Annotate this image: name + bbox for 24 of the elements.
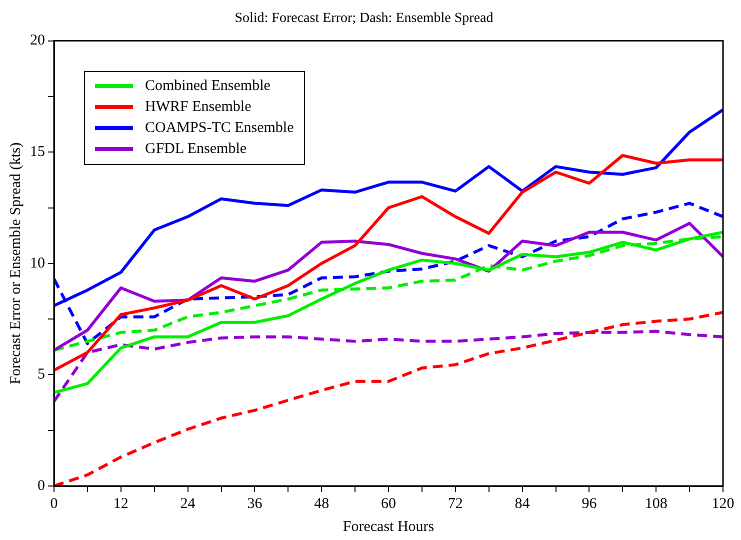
y-tick-label: 5 bbox=[38, 366, 45, 383]
x-tick-label: 12 bbox=[113, 496, 128, 512]
x-tick-label: 60 bbox=[381, 496, 396, 512]
y-tick-label: 10 bbox=[30, 255, 45, 272]
y-tick-label: 15 bbox=[30, 144, 45, 160]
line-series bbox=[54, 330, 723, 403]
legend-label: HWRF Ensemble bbox=[145, 98, 252, 116]
y-tick-label: 20 bbox=[30, 32, 45, 49]
x-tick-label: 120 bbox=[712, 496, 734, 512]
legend-label: GFDL Ensemble bbox=[145, 140, 247, 158]
y-tick-label: 0 bbox=[38, 478, 45, 494]
x-tick-label: 72 bbox=[448, 496, 463, 512]
x-tick-label: 24 bbox=[180, 496, 196, 512]
x-tick-label: 108 bbox=[644, 496, 668, 512]
x-tick-label: 96 bbox=[582, 496, 598, 512]
x-tick-label: 84 bbox=[514, 496, 530, 512]
x-tick-label: 0 bbox=[50, 496, 58, 512]
x-tick-label: 48 bbox=[314, 496, 330, 512]
legend-label: Combined Ensemble bbox=[145, 78, 270, 95]
legend-label: COAMPS-TC Ensemble bbox=[145, 120, 294, 137]
chart-title: Solid: Forecast Error; Dash: Ensemble Spread bbox=[234, 11, 494, 26]
x-tick-label: 36 bbox=[247, 496, 263, 512]
y-axis-title: Forecast Error or Ensemble Spread (kts) bbox=[8, 142, 24, 384]
x-axis-title: Forecast Hours bbox=[342, 518, 434, 535]
